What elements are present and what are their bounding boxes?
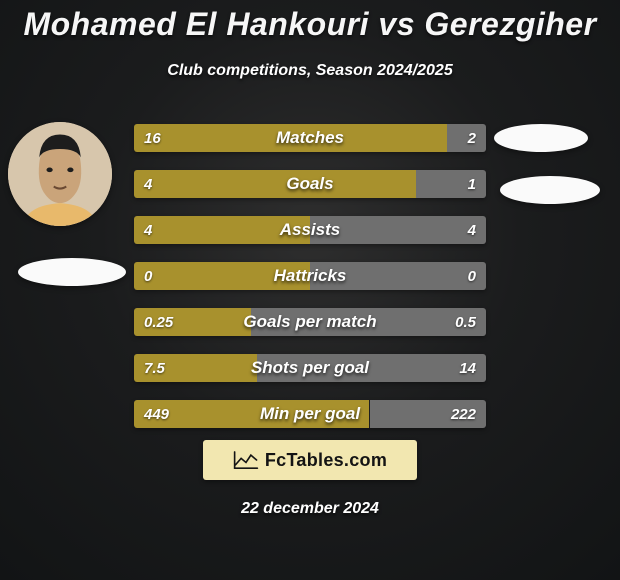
stat-value-right: 0 xyxy=(458,262,486,290)
page-title: Mohamed El Hankouri vs Gerezgiher xyxy=(0,6,620,43)
stat-row: 449222Min per goal xyxy=(134,400,486,428)
page-subtitle: Club competitions, Season 2024/2025 xyxy=(0,62,620,80)
stat-value-left: 0 xyxy=(134,262,162,290)
stat-row: 00Hattricks xyxy=(134,262,486,290)
avatar-player-left xyxy=(8,122,112,226)
stat-value-left: 16 xyxy=(134,124,171,152)
stat-value-left: 4 xyxy=(134,170,162,198)
stat-value-left: 449 xyxy=(134,400,179,428)
stat-value-right: 0.5 xyxy=(445,308,486,336)
logo-text: FcTables.com xyxy=(265,450,387,471)
stat-row: 41Goals xyxy=(134,170,486,198)
stat-row: 7.514Shots per goal xyxy=(134,354,486,382)
team-oval-right-2 xyxy=(500,176,600,204)
stat-value-right: 222 xyxy=(441,400,486,428)
logo-box[interactable]: FcTables.com xyxy=(203,440,417,480)
stat-value-left: 0.25 xyxy=(134,308,183,336)
footer-date: 22 december 2024 xyxy=(0,500,620,518)
stat-value-right: 2 xyxy=(458,124,486,152)
stat-value-right: 1 xyxy=(458,170,486,198)
stat-bar-left xyxy=(134,124,447,152)
team-oval-left xyxy=(18,258,126,286)
stat-value-left: 4 xyxy=(134,216,162,244)
person-icon xyxy=(8,122,112,226)
stat-value-right: 14 xyxy=(449,354,486,382)
stat-value-left: 7.5 xyxy=(134,354,175,382)
team-oval-right-1 xyxy=(494,124,588,152)
stat-row: 162Matches xyxy=(134,124,486,152)
comparison-bars: 162Matches41Goals44Assists00Hattricks0.2… xyxy=(134,124,486,428)
stat-bar-left xyxy=(134,170,416,198)
stat-row: 44Assists xyxy=(134,216,486,244)
fctables-icon xyxy=(233,449,259,471)
stat-value-right: 4 xyxy=(458,216,486,244)
stat-row: 0.250.5Goals per match xyxy=(134,308,486,336)
